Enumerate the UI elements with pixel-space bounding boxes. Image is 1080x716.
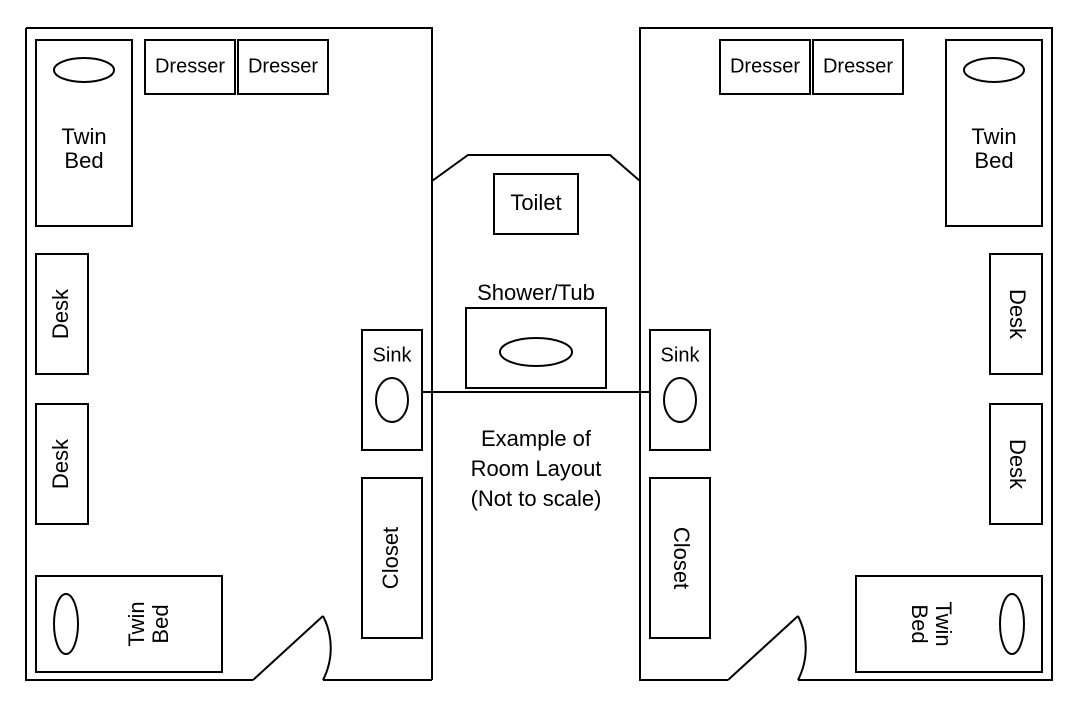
left-bed-top-label: TwinBed: [61, 124, 106, 173]
left-desk-top-label: Desk: [48, 288, 73, 339]
left-dresser-2-label: Dresser: [248, 55, 318, 77]
left-bed-bot-label: TwinBed: [124, 601, 173, 646]
left-dresser-1-label: Dresser: [155, 55, 225, 77]
toilet-label: Toilet: [510, 190, 561, 215]
right-dresser-1-label: Dresser: [730, 55, 800, 77]
right-desk-bot-label: Desk: [1005, 439, 1030, 490]
right-sink-label: Sink: [661, 344, 701, 366]
left-desk-bot-label: Desk: [48, 438, 73, 489]
caption-line-3: (Not to scale): [471, 486, 602, 511]
right-closet-label: Closet: [669, 527, 694, 589]
right-dresser-2-label: Dresser: [823, 55, 893, 77]
shower-tub-label: Shower/Tub: [477, 280, 595, 305]
left-closet-label: Closet: [378, 527, 403, 589]
caption-line-2: Room Layout: [471, 456, 602, 481]
left-sink-label: Sink: [373, 344, 413, 366]
caption-line-1: Example of: [481, 426, 592, 451]
right-bed-top-label: TwinBed: [971, 124, 1016, 173]
right-desk-top-label: Desk: [1005, 289, 1030, 340]
right-bed-bot-label: TwinBed: [907, 601, 956, 646]
